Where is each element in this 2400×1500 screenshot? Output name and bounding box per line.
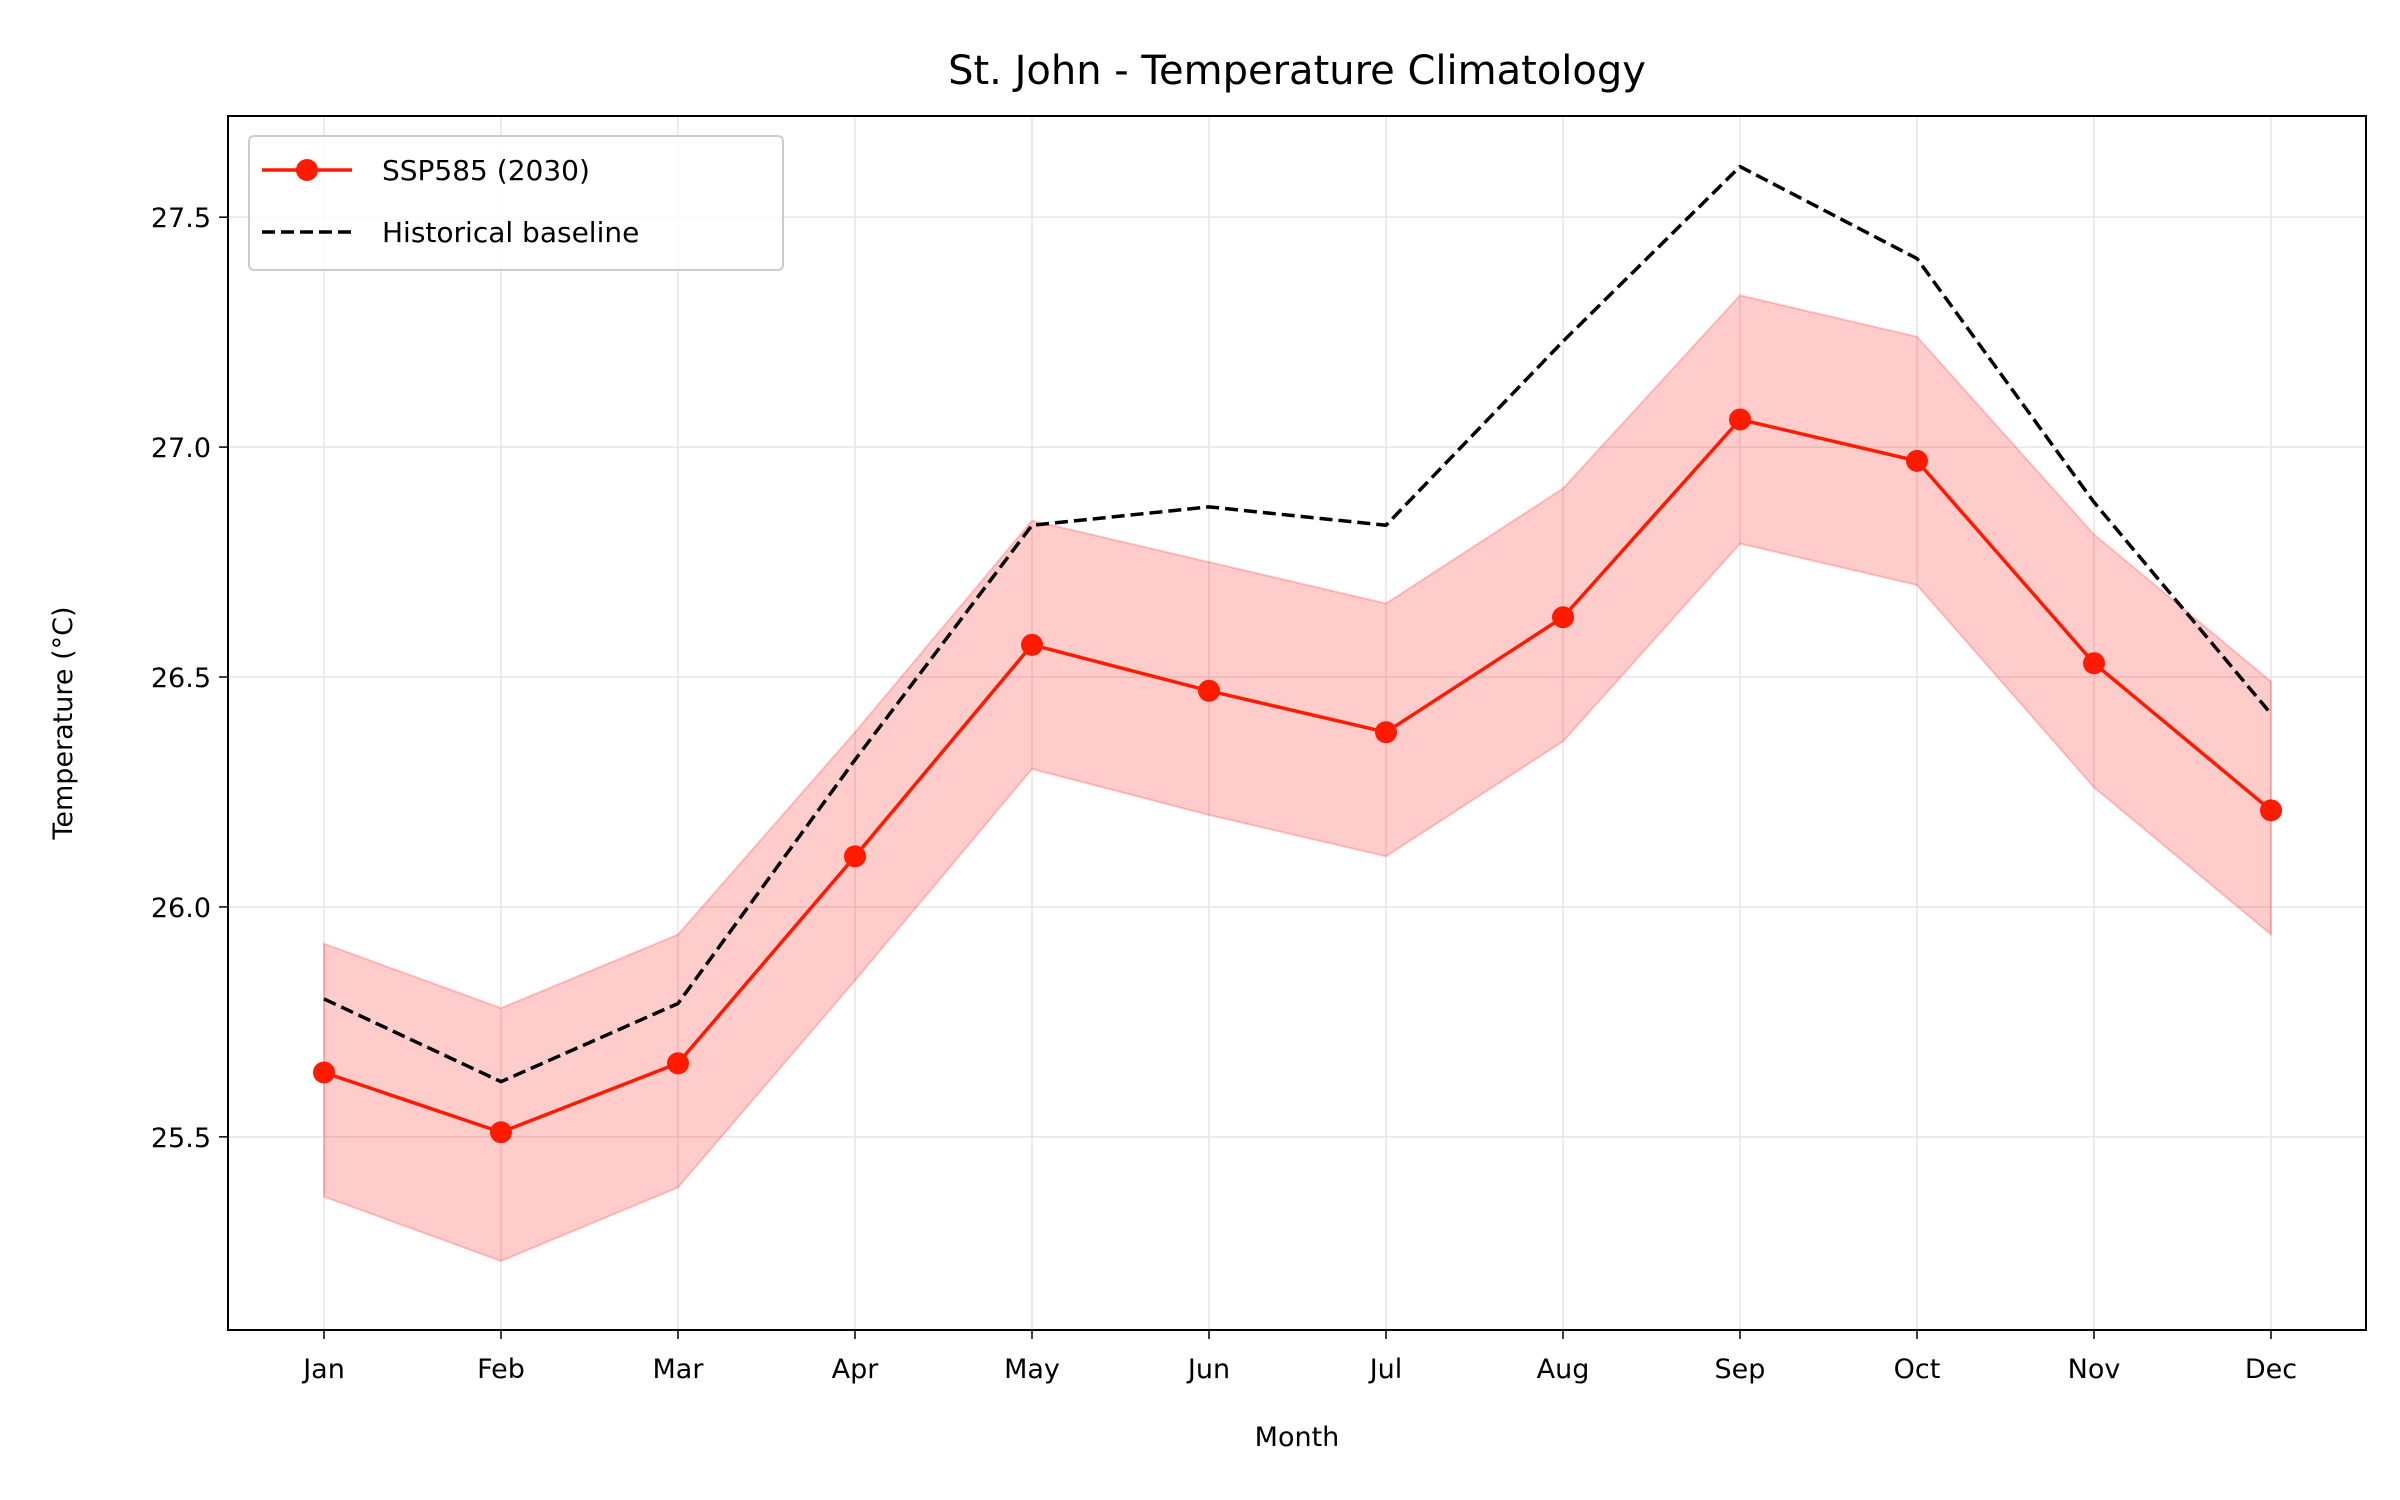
ssp585-markers-group xyxy=(313,408,2282,1144)
y-tick-label-26-0: 26.0 xyxy=(151,893,211,924)
chart-title: St. John - Temperature Climatology xyxy=(948,48,1646,94)
ssp585-point-dec xyxy=(2260,799,2282,822)
y-tick-label-27-0: 27.0 xyxy=(151,433,211,464)
ssp585-point-jun xyxy=(1198,679,1220,702)
legend-marker-ssp585 xyxy=(296,159,318,181)
ssp585-line xyxy=(323,417,2273,1135)
ssp585-point-jul xyxy=(1375,721,1397,744)
ssp585-point-may xyxy=(1021,633,1043,656)
y-axis-label: Temperature (°C) xyxy=(48,606,79,840)
historical-baseline-line xyxy=(323,164,2273,1084)
x-tick-label-sep: Sep xyxy=(1715,1354,1766,1385)
x-tick-label-apr: Apr xyxy=(832,1354,880,1385)
y-tick-label-27-5: 27.5 xyxy=(151,203,211,234)
ssp585-point-nov xyxy=(2083,652,2105,675)
ssp585-uncertainty-band xyxy=(323,294,2272,1263)
y-tick-label-25-5: 25.5 xyxy=(151,1123,211,1154)
ssp585-point-apr xyxy=(844,845,866,868)
legend-label-ssp585: SSP585 (2030) xyxy=(382,154,590,187)
x-tick-label-feb: Feb xyxy=(477,1354,525,1385)
x-tick-label-jul: Jul xyxy=(1368,1354,1403,1385)
y-axis-ticks: 25.5 26.0 26.5 27.0 27.5 xyxy=(151,203,228,1154)
x-tick-label-nov: Nov xyxy=(2068,1354,2121,1385)
x-tick-label-jan: Jan xyxy=(301,1354,345,1385)
plot-frame xyxy=(227,115,2367,1331)
y-tick-label-26-5: 26.5 xyxy=(151,663,211,694)
ssp585-point-mar xyxy=(667,1052,689,1075)
x-tick-label-may: May xyxy=(1004,1354,1060,1385)
x-tick-label-oct: Oct xyxy=(1894,1354,1941,1385)
legend: SSP585 (2030) Historical baseline xyxy=(248,135,784,271)
legend-box xyxy=(248,135,784,271)
grid-lines xyxy=(228,116,2366,1330)
x-tick-label-dec: Dec xyxy=(2245,1354,2297,1385)
x-axis-label: Month xyxy=(1255,1422,1340,1453)
ssp585-uncertainty-band-group xyxy=(323,294,2272,1263)
ssp585-point-aug xyxy=(1552,606,1574,629)
series-lines-group xyxy=(323,164,2273,1135)
ssp585-point-jan xyxy=(313,1061,335,1084)
x-tick-label-jun: Jun xyxy=(1186,1354,1230,1385)
x-tick-label-aug: Aug xyxy=(1537,1354,1590,1385)
x-tick-label-mar: Mar xyxy=(653,1354,705,1385)
legend-label-historical: Historical baseline xyxy=(382,216,639,249)
ssp585-point-sep xyxy=(1729,408,1751,431)
x-axis-ticks: Jan Feb Mar Apr May Jun Jul Aug Sep Oct Nov Dec xyxy=(301,1330,2297,1385)
ssp585-point-oct xyxy=(1906,449,1928,472)
ssp585-point-feb xyxy=(490,1121,512,1144)
